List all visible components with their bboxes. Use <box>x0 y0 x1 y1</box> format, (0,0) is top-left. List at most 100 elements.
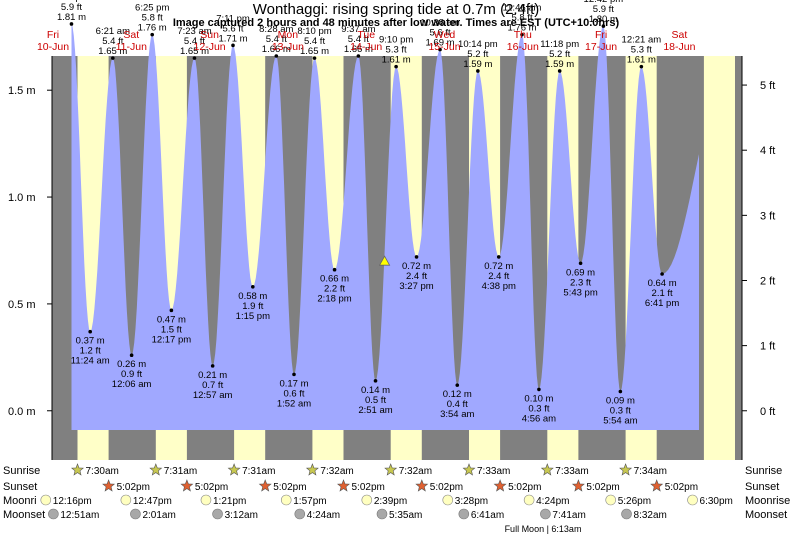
moonset-icon <box>48 508 59 520</box>
moonset-time: 7:41am <box>552 510 585 521</box>
day-name: Thu <box>514 29 532 41</box>
tide-point <box>601 24 606 28</box>
moonrise-time: 1:57pm <box>293 496 326 507</box>
tide-time: 5:40 pm <box>54 0 88 3</box>
moonrise-icon <box>442 494 454 506</box>
low-tide-marker: 0.12 m0.4 ft3:54 am <box>440 383 475 420</box>
moonrise-time: 1:21pm <box>213 496 246 507</box>
moonset-time: 5:35am <box>389 510 422 521</box>
high-tide-marker: 10:38 am5.6 ft1.69 m <box>420 18 460 52</box>
tide-height-ft: 0.9 ft <box>121 369 142 380</box>
y-right-tick-label: 3 ft <box>760 210 775 222</box>
tide-height-ft: 0.4 ft <box>447 399 468 410</box>
tide-height-ft: 5.4 ft <box>266 34 287 45</box>
tide-time: 6:25 pm <box>135 3 169 14</box>
day-date: 18-Jun <box>663 41 695 53</box>
tide-height-m: 1.76 m <box>138 23 167 34</box>
moonset-icon <box>458 508 470 520</box>
sunset-icon <box>337 479 350 492</box>
tide-height-m: 1.61 m <box>627 55 656 66</box>
y-tick-label: 0.0 m <box>8 406 36 418</box>
tide-height-m: 1.61 m <box>382 55 411 66</box>
high-tide-marker: 6:21 am5.4 ft1.65 m <box>96 26 130 60</box>
tide-height-m: 0.17 m <box>279 378 308 389</box>
tide-height-m: 0.64 m <box>648 278 677 289</box>
tide-time: 12:21 am <box>622 35 662 46</box>
tide-point <box>129 353 134 358</box>
day-date: 15-Jun <box>428 41 460 53</box>
tide-height-ft: 5.9 ft <box>593 4 614 15</box>
tide-height-ft: 5.4 ft <box>304 36 325 47</box>
high-tide-marker: 5:40 pm5.9 ft1.81 m <box>54 0 89 26</box>
tide-height-ft: 5.2 ft <box>549 49 570 60</box>
tide-point <box>394 64 398 69</box>
tide-height-ft: 5.9 ft <box>61 2 82 13</box>
low-tide-marker: 0.64 m2.1 ft6:41 pm <box>645 272 679 309</box>
tide-point <box>660 272 664 276</box>
day-date: 17-Jun <box>585 41 617 53</box>
tide-point <box>373 379 378 383</box>
low-tide-marker: 0.10 m0.3 ft4:56 am <box>522 387 556 424</box>
moonrise-icon <box>687 494 698 506</box>
moonset-time: 6:41am <box>471 510 504 521</box>
tide-point <box>251 285 255 289</box>
day-name: Fri <box>47 29 59 41</box>
low-tide-marker: 0.66 m2.2 ft2:18 pm <box>317 267 352 305</box>
sunset-icon <box>102 479 116 492</box>
tide-time: 11:24 am <box>71 356 110 367</box>
tide-height-ft: 0.3 ft <box>610 406 631 417</box>
tide-time: 12:42 pm <box>584 0 624 5</box>
tide-time: 6:41 pm <box>645 298 679 309</box>
high-tide-marker: 8:10 pm5.4 ft1.65 m <box>297 26 332 60</box>
water-area-layer <box>71 23 699 431</box>
moonrise-time: 12:47pm <box>133 496 172 507</box>
sunrise-icon <box>71 463 84 476</box>
legend-row-label: Moonset <box>3 509 45 521</box>
moonrise-icon <box>361 494 373 506</box>
sunrise-icon <box>384 463 398 476</box>
tide-time: 1:52 am <box>277 398 311 409</box>
high-tide-marker: 7:23 am5.4 ft1.65 m <box>177 26 212 60</box>
tide-point <box>88 329 92 334</box>
tide-point <box>274 54 279 58</box>
tide-height-ft: 2.2 ft <box>324 284 345 295</box>
tide-height-ft: 5.4 ft <box>184 36 205 47</box>
tide-height-m: 1.66 m <box>262 44 291 55</box>
tide-time: 11:18 pm <box>540 39 579 50</box>
moonset-icon <box>540 508 551 520</box>
sunrise-time: 7:33am <box>477 466 510 477</box>
sunrise-time: 7:31am <box>242 466 275 477</box>
tide-height-m: 0.14 m <box>361 385 390 396</box>
low-tide-marker: 0.58 m1.9 ft1:15 pm <box>236 285 270 322</box>
full-moon-note: Full Moon | 6:13am <box>505 524 582 534</box>
tide-height-m: 1.76 m <box>507 23 536 34</box>
moonset-icon <box>130 508 141 520</box>
tide-height-ft: 5.6 ft <box>222 23 243 34</box>
tide-height-m: 0.58 m <box>238 291 267 302</box>
moonrise-icon <box>523 494 535 506</box>
moonset-time: 3:12am <box>225 510 258 521</box>
y-tick-label: 1.5 m <box>8 85 36 97</box>
tide-point <box>557 69 562 73</box>
y-right-tick-label: 4 ft <box>760 145 775 157</box>
moonset-time: 12:51am <box>60 510 99 521</box>
tide-time: 5:54 am <box>603 416 637 427</box>
tide-time: 9:10 pm <box>379 35 413 46</box>
tide-time: 12:17 pm <box>152 334 192 345</box>
tide-time: 10:14 pm <box>458 39 498 50</box>
legend-row-label: Sunset <box>3 481 37 493</box>
tide-time: 2:18 pm <box>317 294 351 305</box>
tide-height-m: 0.12 m <box>443 389 472 400</box>
tide-height-m: 0.69 m <box>566 267 595 278</box>
low-tide-marker: 0.72 m2.4 ft3:27 pm <box>399 255 434 292</box>
day-name: Sat <box>123 29 139 41</box>
tide-height-m: 0.10 m <box>524 393 553 404</box>
tide-height-ft: 2.4 ft <box>488 271 509 282</box>
day-name: Wed <box>434 29 456 41</box>
day-name: Sun <box>200 29 219 41</box>
